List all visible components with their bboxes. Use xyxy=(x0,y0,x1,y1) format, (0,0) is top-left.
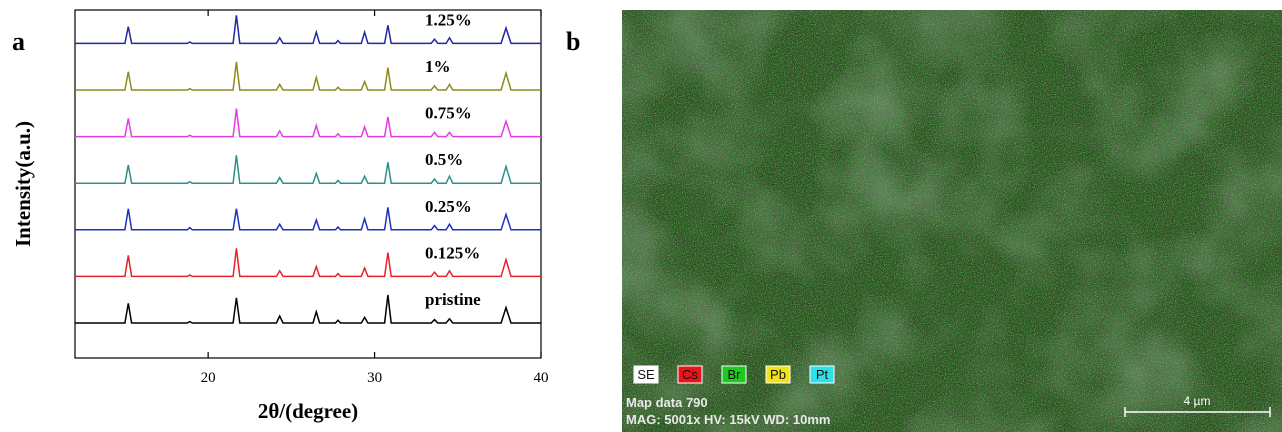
element-name: Cs xyxy=(682,367,698,382)
x-axis-label: 2θ/(degree) xyxy=(258,399,358,423)
panel-label: a xyxy=(12,27,25,56)
xrd-pattern xyxy=(75,207,541,231)
element-name: Pb xyxy=(770,367,786,382)
element-name: Br xyxy=(728,367,742,382)
series-label: 0.125% xyxy=(425,243,480,262)
element-chip xyxy=(677,365,703,384)
element-chip xyxy=(765,365,791,384)
xrd-pattern xyxy=(75,108,541,138)
panel-a: a 2θ/(degree) Intensity(a.u.) 20 30 40 pris… xyxy=(11,9,549,423)
scale-bar-label: 4 µm xyxy=(1184,394,1211,408)
xrd-pattern xyxy=(75,155,541,184)
x-tick-label: 30 xyxy=(367,370,382,386)
element-name: Pt xyxy=(816,367,829,382)
x-tick-label: 20 xyxy=(201,370,216,386)
series-label: 0.25% xyxy=(425,197,472,216)
map-info: Map data 790 xyxy=(626,395,708,410)
map-info: MAG: 5001x HV: 15kV WD: 10mm xyxy=(626,412,830,427)
xrd-pattern xyxy=(75,294,541,324)
element-chip xyxy=(633,365,659,384)
series-label: 0.75% xyxy=(425,104,472,123)
element-chip xyxy=(809,365,835,384)
xrd-pattern xyxy=(75,248,541,278)
panel-b: b 4 µm SE Cs Br Pb Pt Map data 790 MAG: 5001x … xyxy=(566,10,1282,432)
plot-frame xyxy=(74,9,542,359)
y-axis-label: Intensity(a.u.) xyxy=(11,121,35,247)
series-label: pristine xyxy=(425,290,481,309)
element-name: SE xyxy=(637,367,655,382)
panel-label: b xyxy=(566,27,580,56)
series-label: 0.5% xyxy=(425,150,463,169)
x-tick-label: 40 xyxy=(534,370,549,386)
xrd-pattern xyxy=(75,15,541,45)
series-label: 1% xyxy=(425,57,451,76)
element-chip xyxy=(721,365,747,384)
xrd-pattern xyxy=(75,61,541,91)
series-label: 1.25% xyxy=(425,10,472,29)
eds-map-speckle xyxy=(622,10,1282,432)
